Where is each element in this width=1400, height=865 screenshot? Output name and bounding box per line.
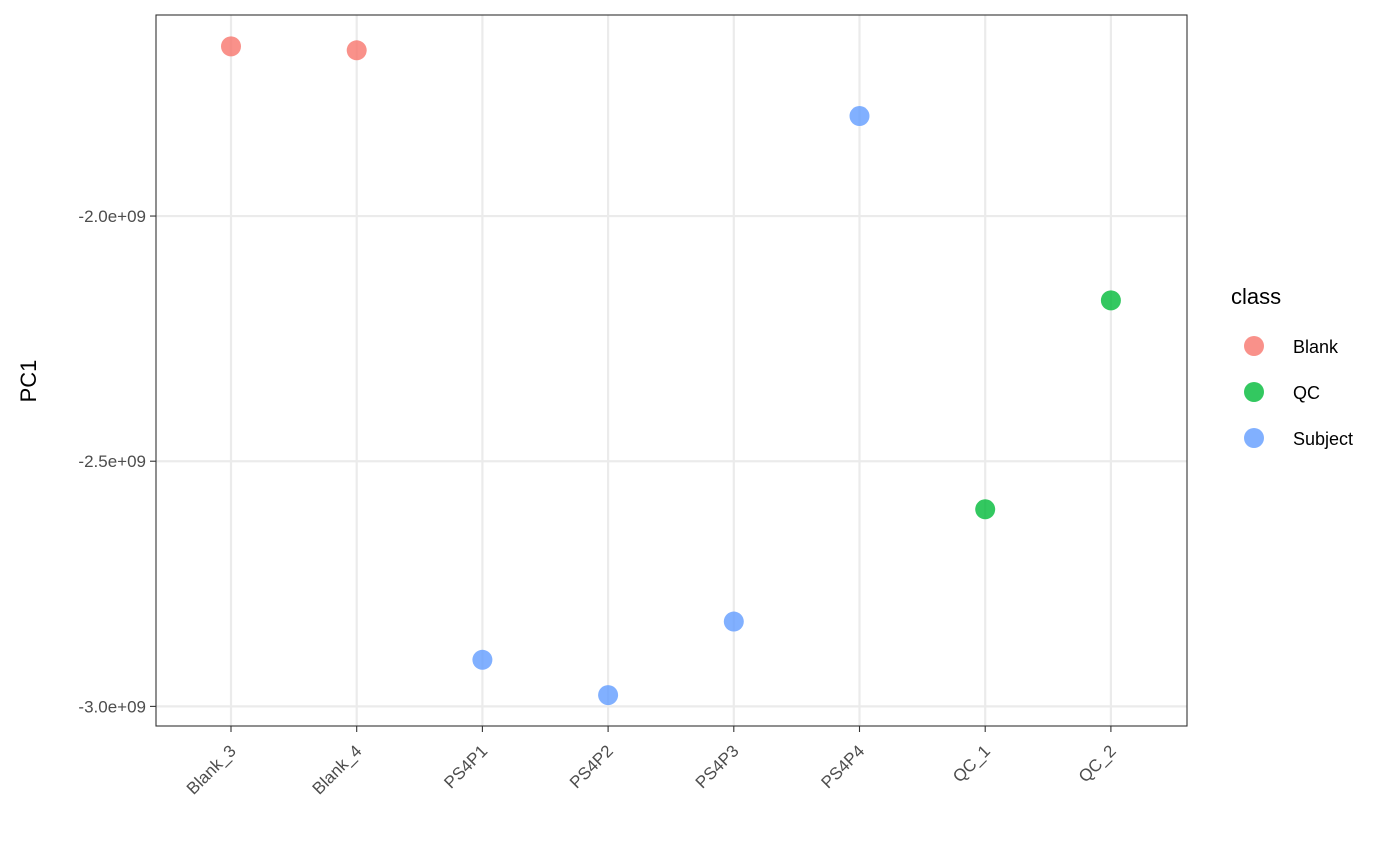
data-point-ps4p3 bbox=[723, 611, 744, 632]
legend-label-qc: QC bbox=[1293, 383, 1320, 403]
y-axis-title: PC1 bbox=[16, 360, 41, 403]
x-gridlines bbox=[229, 15, 1113, 726]
legend: class Blank QC Subject bbox=[1231, 284, 1353, 449]
y-gridlines bbox=[156, 214, 1187, 708]
y-tick-label: -2.0e+09 bbox=[78, 207, 146, 226]
legend-key-blank bbox=[1244, 336, 1264, 356]
x-tick-label: Blank_3 bbox=[183, 741, 240, 798]
y-axis: -3.0e+09 -2.5e+09 -2.0e+09 bbox=[78, 207, 156, 716]
x-tick-label: QC_1 bbox=[949, 741, 994, 786]
y-tick-label: -2.5e+09 bbox=[78, 452, 146, 471]
x-tick-label: PS4P1 bbox=[440, 741, 491, 792]
legend-label-subject: Subject bbox=[1293, 429, 1353, 449]
data-point-qc-2 bbox=[1100, 290, 1121, 311]
y-tick-label: -3.0e+09 bbox=[78, 697, 146, 716]
legend-key-subject bbox=[1244, 428, 1264, 448]
plot-background bbox=[156, 15, 1187, 726]
legend-title: class bbox=[1231, 284, 1281, 309]
data-point-blank-3 bbox=[221, 36, 241, 57]
x-tick-label: PS4P2 bbox=[566, 741, 617, 792]
data-point-blank-4 bbox=[346, 40, 367, 61]
plot-panel-border bbox=[155, 14, 1188, 727]
x-tick-label: QC_2 bbox=[1075, 741, 1120, 786]
data-point-qc-1 bbox=[975, 499, 996, 520]
x-tick-label: PS4P4 bbox=[817, 741, 868, 792]
data-point-ps4p4 bbox=[849, 106, 870, 127]
x-tick-label: Blank_4 bbox=[309, 741, 366, 798]
data-points bbox=[221, 36, 1121, 706]
legend-key-qc bbox=[1244, 382, 1264, 402]
data-point-ps4p2 bbox=[598, 685, 619, 706]
x-axis: Blank_3 Blank_4 PS4P1 PS4P2 PS4P3 PS4P4 QC_1 QC… bbox=[183, 726, 1120, 798]
legend-label-blank: Blank bbox=[1293, 337, 1339, 357]
data-point-ps4p1 bbox=[472, 649, 493, 670]
x-tick-label: PS4P3 bbox=[692, 741, 743, 792]
